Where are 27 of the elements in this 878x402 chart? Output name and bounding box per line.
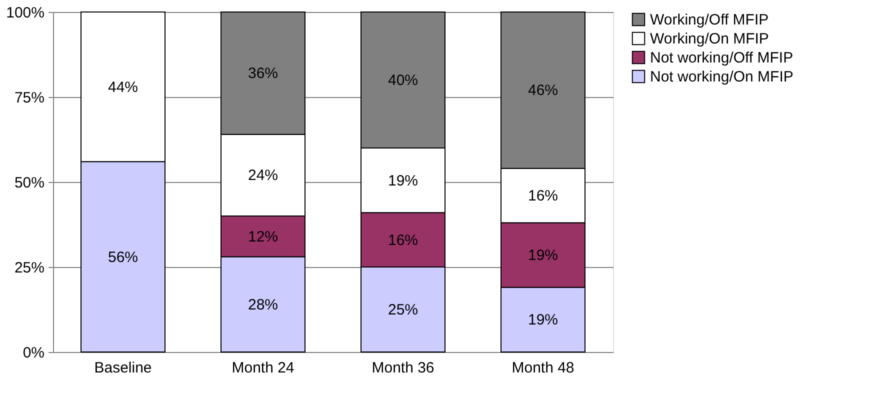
legend-label: Working/Off MFIP bbox=[650, 12, 769, 28]
data-label: 40% bbox=[388, 72, 418, 89]
y-tick-label: 100% bbox=[6, 4, 44, 22]
data-label: 36% bbox=[248, 65, 278, 82]
y-tick-label: 25% bbox=[14, 260, 44, 276]
x-tick-label: Month 48 bbox=[512, 360, 574, 376]
x-tick-label: Month 36 bbox=[372, 360, 434, 376]
legend-label: Not working/On MFIP bbox=[650, 68, 794, 86]
data-label: 16% bbox=[528, 188, 558, 205]
x-tick-label: Baseline bbox=[94, 360, 152, 376]
data-label: 19% bbox=[388, 172, 418, 190]
legend-label: Working/On MFIP bbox=[650, 30, 769, 48]
y-tick-label: 75% bbox=[14, 90, 44, 106]
data-label: 19% bbox=[528, 247, 558, 264]
data-label: 56% bbox=[108, 248, 138, 266]
data-label: 24% bbox=[248, 167, 278, 184]
y-tick-label: 0% bbox=[22, 344, 44, 362]
data-label: 16% bbox=[388, 232, 418, 249]
data-label: 19% bbox=[528, 312, 558, 329]
data-label: 25% bbox=[388, 302, 418, 318]
legend-label: Not working/Off MFIP bbox=[650, 50, 794, 66]
y-tick-label: 50% bbox=[14, 174, 44, 192]
x-tick-label: Month 24 bbox=[232, 360, 294, 376]
data-label: 28% bbox=[248, 296, 278, 314]
data-label: 44% bbox=[108, 78, 138, 96]
data-label: 46% bbox=[528, 82, 558, 100]
data-label: 12% bbox=[248, 228, 278, 246]
